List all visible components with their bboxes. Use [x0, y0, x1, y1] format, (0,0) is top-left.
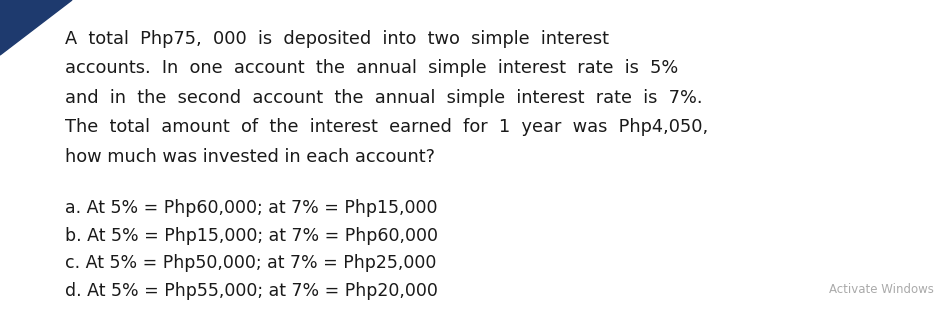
Text: accounts.  In  one  account  the  annual  simple  interest  rate  is  5%: accounts. In one account the annual simp… — [65, 59, 678, 77]
Text: c. At 5% = Php50,000; at 7% = Php25,000: c. At 5% = Php50,000; at 7% = Php25,000 — [65, 255, 436, 273]
Text: and  in  the  second  account  the  annual  simple  interest  rate  is  7%.: and in the second account the annual sim… — [65, 89, 703, 107]
Text: a. At 5% = Php60,000; at 7% = Php15,000: a. At 5% = Php60,000; at 7% = Php15,000 — [65, 200, 437, 217]
Text: Activate Windows: Activate Windows — [829, 283, 934, 296]
Polygon shape — [0, 0, 72, 55]
Text: b. At 5% = Php15,000; at 7% = Php60,000: b. At 5% = Php15,000; at 7% = Php60,000 — [65, 227, 438, 245]
Text: how much was invested in each account?: how much was invested in each account? — [65, 148, 435, 166]
Text: A  total  Php75,  000  is  deposited  into  two  simple  interest: A total Php75, 000 is deposited into two… — [65, 30, 609, 48]
Text: d. At 5% = Php55,000; at 7% = Php20,000: d. At 5% = Php55,000; at 7% = Php20,000 — [65, 282, 438, 300]
Text: The  total  amount  of  the  interest  earned  for  1  year  was  Php4,050,: The total amount of the interest earned … — [65, 119, 709, 136]
